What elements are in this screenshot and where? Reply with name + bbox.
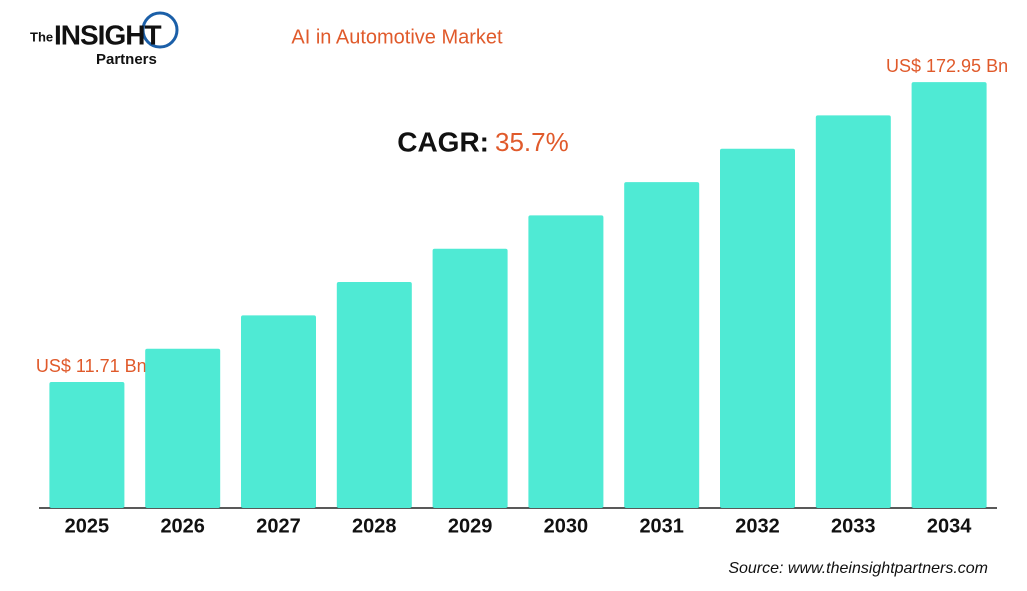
bar xyxy=(432,248,508,508)
x-tick-label: 2034 xyxy=(927,515,972,537)
cagr-label: CAGR: xyxy=(397,126,489,157)
x-tick-label: 2032 xyxy=(735,515,780,537)
x-tick-label: 2028 xyxy=(352,515,397,537)
value-label: US$ 11.71 Bn xyxy=(36,356,147,376)
bar xyxy=(624,182,700,508)
logo-suffix: Partners xyxy=(96,51,157,68)
bar xyxy=(145,348,221,508)
logo-name: INSIGHT xyxy=(54,19,161,50)
x-tick-label: 2033 xyxy=(831,515,876,537)
x-tick-label: 2026 xyxy=(160,515,205,537)
logo-prefix: The xyxy=(30,29,53,44)
bar xyxy=(241,315,316,508)
cagr-value: 35.7% xyxy=(495,127,569,157)
bar xyxy=(336,282,412,508)
bar xyxy=(49,382,125,508)
bar xyxy=(815,115,891,508)
value-label: US$ 172.95 Bn xyxy=(886,56,1008,76)
logo-ring xyxy=(141,11,179,49)
bar xyxy=(720,148,795,508)
bar xyxy=(528,215,604,508)
x-tick-label: 2031 xyxy=(639,515,684,537)
x-tick-label: 2025 xyxy=(65,515,110,537)
x-tick-label: 2029 xyxy=(448,515,493,537)
source: Source: www.theinsightpartners.com xyxy=(728,560,988,577)
chart-title: AI in Automotive Market xyxy=(291,26,503,48)
bar xyxy=(911,82,987,508)
x-tick-label: 2030 xyxy=(544,515,589,537)
x-tick-label: 2027 xyxy=(256,515,301,537)
logo: The INSIGHT Partners xyxy=(30,11,179,68)
